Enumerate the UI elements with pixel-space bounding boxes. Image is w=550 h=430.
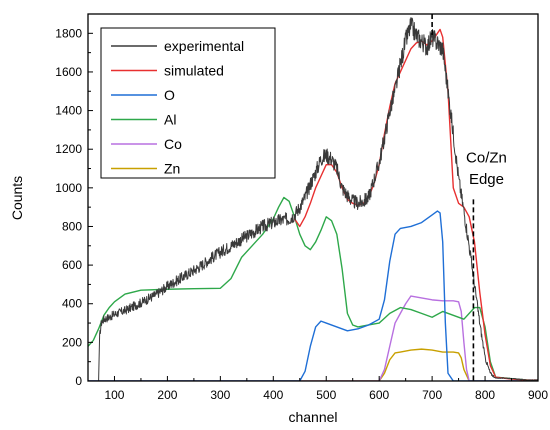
- x-axis-title: channel: [288, 409, 337, 425]
- series-co-line: [88, 295, 538, 381]
- legend-label-al: Al: [164, 112, 176, 128]
- annotation-0: Co/Zn: [466, 150, 507, 167]
- legend: experimental simulated O Al Co Zn: [100, 27, 276, 179]
- y-tick-label-1800: 1800: [55, 26, 82, 40]
- y-tick-label-1600: 1600: [55, 65, 82, 79]
- x-tick-label-800: 800: [475, 388, 495, 402]
- x-tick-label-500: 500: [316, 388, 336, 402]
- legend-label-simulated: simulated: [164, 63, 224, 79]
- y-tick-label-400: 400: [62, 297, 82, 311]
- x-tick-label-700: 700: [422, 388, 442, 402]
- y-axis: 0 200 400 600 800 1000 1200 1400 1600 1800: [55, 13, 93, 388]
- x-tick-label-200: 200: [157, 388, 177, 402]
- y-tick-label-800: 800: [62, 219, 82, 233]
- y-axis-title: Counts: [9, 176, 25, 220]
- x-tick-label-600: 600: [369, 388, 389, 402]
- series-o-line: [88, 210, 538, 381]
- legend-label-co: Co: [164, 136, 182, 152]
- reference-lines: [431, 14, 475, 381]
- y-tick-label-1200: 1200: [55, 142, 82, 156]
- y-tick-label-1400: 1400: [55, 104, 82, 118]
- series-zn-line: [88, 348, 538, 381]
- y-tick-label-200: 200: [62, 335, 82, 349]
- x-tick-label-900: 900: [528, 388, 548, 402]
- series-experimental-line: [88, 17, 538, 381]
- plot-frame: [87, 13, 539, 382]
- legend-label-experimental: experimental: [164, 38, 244, 54]
- y-tick-label-0: 0: [75, 374, 82, 388]
- y-tick-label-1000: 1000: [55, 181, 82, 195]
- x-tick-label-100: 100: [104, 388, 124, 402]
- series-layer: [88, 17, 538, 381]
- legend-label-o: O: [164, 87, 175, 103]
- x-tick-label-400: 400: [263, 388, 283, 402]
- x-axis: 100 200 300 400 500 600 700 800 900: [87, 376, 548, 402]
- annotations: Co/Zn Edge: [466, 150, 507, 188]
- legend-box: [100, 27, 276, 179]
- annotation-1: Edge: [469, 171, 504, 188]
- y-tick-label-600: 600: [62, 258, 82, 272]
- legend-label-zn: Zn: [164, 161, 180, 177]
- x-tick-label-300: 300: [210, 388, 230, 402]
